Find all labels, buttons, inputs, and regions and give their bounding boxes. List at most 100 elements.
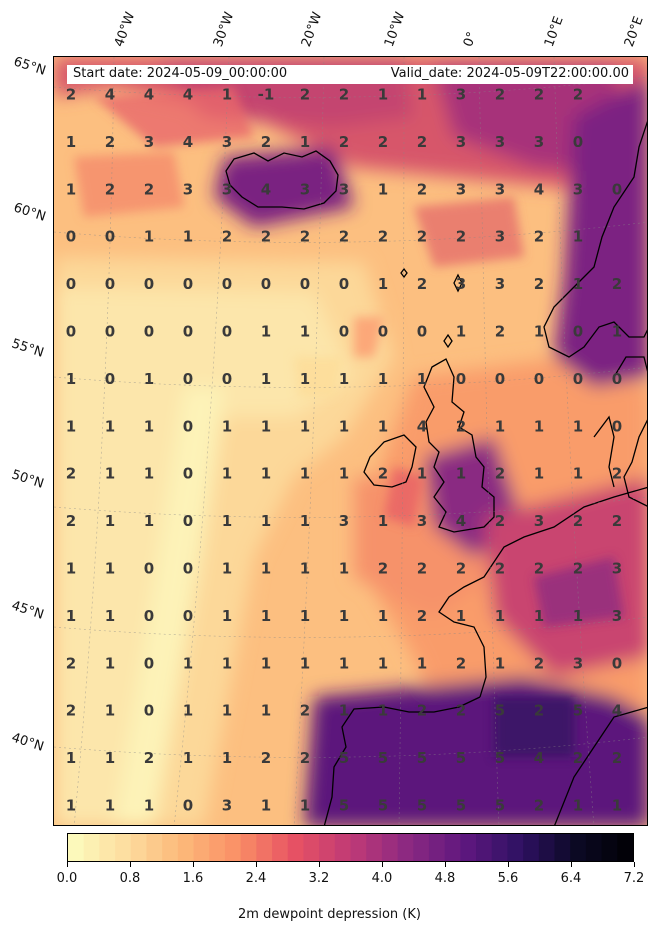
grid-value: 2 <box>66 512 76 530</box>
colorbar-segment <box>538 834 556 861</box>
grid-value: 1 <box>417 465 427 483</box>
grid-value: 2 <box>105 133 115 151</box>
grid-value: 1 <box>261 323 271 341</box>
grid-value: 3 <box>612 607 622 625</box>
colorbar-segment <box>460 834 477 861</box>
colorbar-title: 2m dewpoint depression (K) <box>238 907 421 922</box>
grid-value: 2 <box>534 228 544 246</box>
grid-value: 0 <box>261 275 271 293</box>
grid-value: 3 <box>417 512 427 530</box>
colorbar-segment <box>397 834 414 861</box>
grid-value: 0 <box>456 370 466 388</box>
colorbar-segment <box>507 834 524 861</box>
grid-value: 1 <box>105 607 115 625</box>
grid-value: 2 <box>378 133 388 151</box>
grid-value: 2 <box>534 560 544 578</box>
grid-value: 1 <box>222 654 232 672</box>
grid-value: 0 <box>222 370 232 388</box>
colorbar-tick <box>192 862 194 867</box>
grid-value: 1 <box>378 512 388 530</box>
grid-value: 5 <box>573 702 583 720</box>
colorbar-tick <box>570 862 572 867</box>
grid-value: 0 <box>612 180 622 198</box>
grid-value: 1 <box>534 607 544 625</box>
grid-value: 1 <box>222 702 232 720</box>
grid-value: 2 <box>573 749 583 767</box>
colorbar-tick <box>633 862 635 867</box>
grid-value: 5 <box>378 797 388 815</box>
grid-value: 2 <box>339 86 349 104</box>
grid-value: 1 <box>300 797 310 815</box>
valid-date-text: Valid_date: 2024-05-09T22:00:00.00 <box>390 66 629 81</box>
grid-value: 2 <box>417 133 427 151</box>
grid-value: 2 <box>456 228 466 246</box>
grid-value: 0 <box>144 560 154 578</box>
grid-value: 0 <box>144 607 154 625</box>
colorbar-tick <box>66 862 68 867</box>
colorbar-segment <box>224 834 242 861</box>
grid-value: 1 <box>612 797 622 815</box>
colorbar-tick <box>255 862 257 867</box>
grid-value: 0 <box>612 654 622 672</box>
grid-value: 5 <box>495 702 505 720</box>
colorbar-segment <box>491 834 509 861</box>
grid-value: 2 <box>495 465 505 483</box>
grid-value: 1 <box>105 512 115 530</box>
colorbar-tick-label: 3.2 <box>308 871 330 886</box>
grid-value: 0 <box>66 323 76 341</box>
grid-value: 1 <box>378 180 388 198</box>
grid-value: 1 <box>183 654 193 672</box>
grid-value: 0 <box>105 370 115 388</box>
grid-value: 5 <box>417 797 427 815</box>
grid-value: 1 <box>573 228 583 246</box>
grid-value: 3 <box>534 133 544 151</box>
grid-value: 0 <box>534 370 544 388</box>
grid-value: 4 <box>534 180 544 198</box>
grid-value: 5 <box>456 797 466 815</box>
colorbar-tick-label: 0.0 <box>56 871 78 886</box>
colorbar-segment <box>570 834 587 861</box>
grid-value: 1 <box>300 512 310 530</box>
colorbar-segment <box>83 834 100 861</box>
grid-value: 1 <box>378 607 388 625</box>
grid-value: 0 <box>573 323 583 341</box>
grid-value: 2 <box>495 560 505 578</box>
grid-value: 1 <box>66 133 76 151</box>
grid-value: 1 <box>339 560 349 578</box>
grid-value: 1 <box>300 133 310 151</box>
colorbar-segment <box>428 834 446 861</box>
grid-value: 0 <box>66 228 76 246</box>
grid-value: 2 <box>612 512 622 530</box>
grid-value: 1 <box>534 417 544 435</box>
grid-value: 4 <box>456 512 466 530</box>
colorbar-segment <box>130 834 148 861</box>
grid-value: 2 <box>261 228 271 246</box>
grid-value: 1 <box>261 654 271 672</box>
dewpoint-depression-map: 2 4 4 4 1 -1 2 2 1 1 3 2 2 2 1 2 3 4 3 2 1 2 2 2 3 3 3 0 1 2 2 3 3 4 3 3 1 2 3… <box>54 57 647 825</box>
grid-value: 0 <box>183 607 193 625</box>
grid-value: 2 <box>573 560 583 578</box>
grid-value: 1 <box>612 323 622 341</box>
grid-value: 1 <box>339 607 349 625</box>
grid-value: 1 <box>144 228 154 246</box>
grid-value: 1 <box>66 370 76 388</box>
grid-value: 1 <box>300 323 310 341</box>
grid-value: 2 <box>261 133 271 151</box>
grid-value: 1 <box>534 465 544 483</box>
grid-value: 1 <box>183 228 193 246</box>
grid-value: 0 <box>144 654 154 672</box>
grid-value: 0 <box>612 370 622 388</box>
colorbar-segment <box>287 834 305 861</box>
lat-label-60n: 60°N <box>11 200 48 225</box>
grid-value: 2 <box>300 86 310 104</box>
grid-value: 2 <box>417 607 427 625</box>
grid-value: 1 <box>105 702 115 720</box>
colorbar-tick <box>129 862 131 867</box>
grid-value: 5 <box>495 749 505 767</box>
grid-value: 0 <box>66 275 76 293</box>
grid-value: 3 <box>456 133 466 151</box>
grid-value: 1 <box>66 797 76 815</box>
grid-value: 4 <box>105 86 115 104</box>
grid-value: 1 <box>144 417 154 435</box>
grid-value: 0 <box>144 323 154 341</box>
